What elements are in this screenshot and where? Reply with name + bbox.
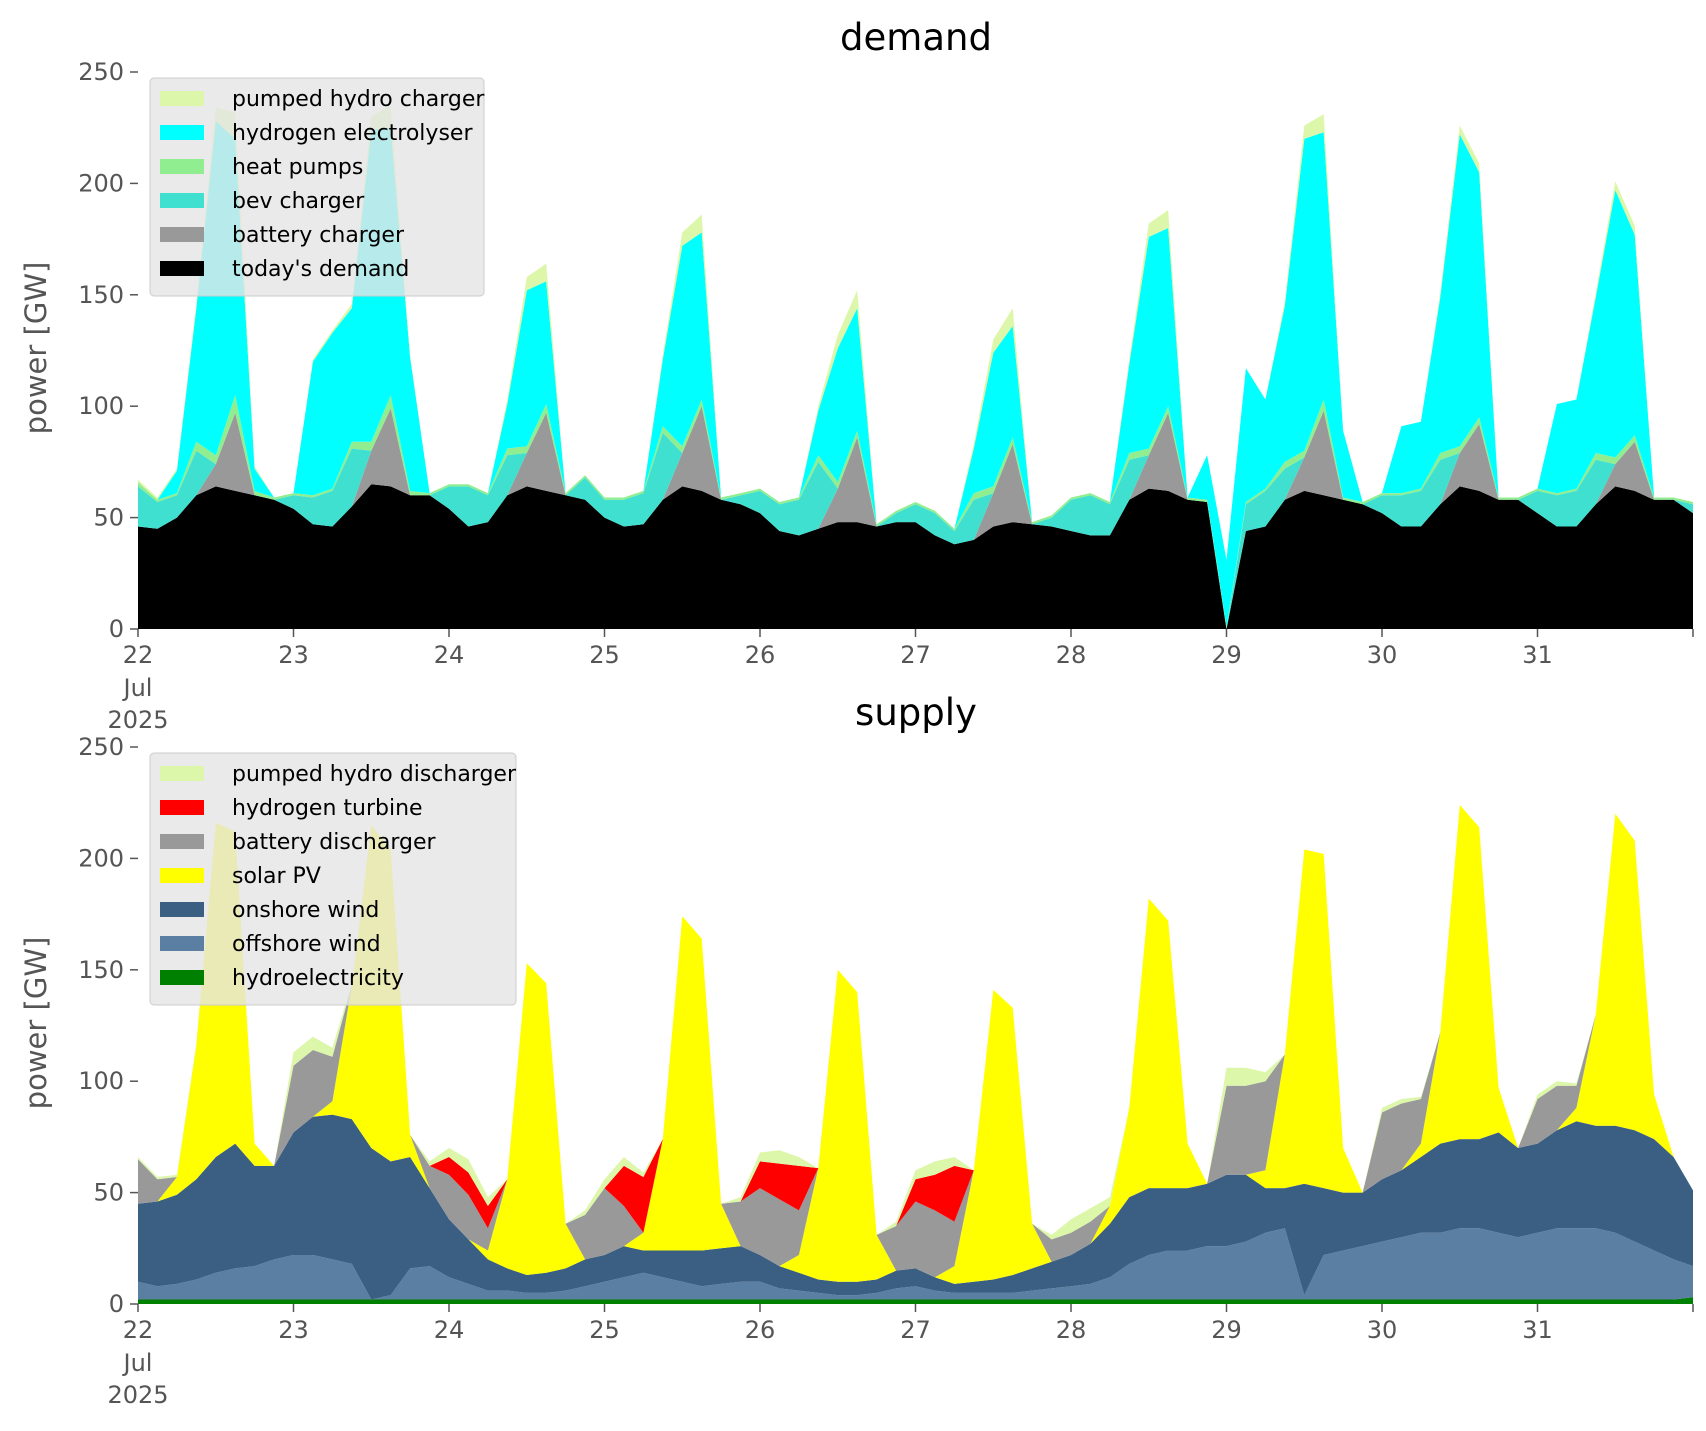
y-tick-label: 100 bbox=[78, 392, 124, 420]
x-tick-label: 25 bbox=[589, 1316, 620, 1344]
x-tick-label: 29 bbox=[1211, 1316, 1242, 1344]
supply-ylabel: power [GW] bbox=[19, 937, 53, 1110]
legend-label-bev-charger: bev charger bbox=[232, 189, 365, 214]
legend-label-hydrogen-turbine: hydrogen turbine bbox=[232, 796, 423, 821]
legend-swatch-offshore-wind bbox=[160, 936, 204, 951]
supply-title: supply bbox=[855, 691, 977, 734]
x-tick-label: 28 bbox=[1056, 641, 1087, 669]
legend-label-today-s-demand: today's demand bbox=[232, 257, 409, 282]
x-tick-label: 31 bbox=[1522, 1316, 1553, 1344]
demand-legend: pumped hydro charger hydrogen electrolyse… bbox=[149, 77, 485, 297]
demand-title: demand bbox=[840, 16, 992, 59]
legend-swatch-heat-pumps bbox=[160, 159, 204, 174]
y-tick-label: 250 bbox=[78, 733, 124, 761]
legend-label-offshore-wind: offshore wind bbox=[232, 932, 381, 957]
y-tick-label: 100 bbox=[78, 1067, 124, 1095]
legend-swatch-solar-pv bbox=[160, 868, 204, 883]
area-hydroelectricity bbox=[138, 1297, 1693, 1304]
demand-ylabel: power [GW] bbox=[19, 262, 53, 435]
x-tick-label: 27 bbox=[900, 1316, 931, 1344]
legend-swatch-hydroelectricity bbox=[160, 970, 204, 985]
y-tick-label: 50 bbox=[93, 504, 124, 532]
area-today-s-demand bbox=[138, 484, 1693, 629]
legend-frame bbox=[149, 77, 485, 297]
legend-swatch-battery-discharger bbox=[160, 834, 204, 849]
demand-y-axis: 0 50 100 150 200 250 bbox=[78, 58, 138, 643]
supply-plot-area bbox=[138, 804, 1693, 1304]
x-tick-label: 26 bbox=[745, 641, 776, 669]
x-tick-label: 23 bbox=[278, 1316, 309, 1344]
y-tick-label: 200 bbox=[78, 844, 124, 872]
legend-label-onshore-wind: onshore wind bbox=[232, 898, 379, 923]
x-tick-sublabel: Jul bbox=[122, 674, 153, 702]
area-hydrogen-electrolyser bbox=[138, 121, 1693, 627]
x-tick-label: 22 bbox=[123, 641, 154, 669]
x-tick-label: 30 bbox=[1367, 641, 1398, 669]
x-tick-label: 27 bbox=[900, 641, 931, 669]
legend-swatch-today-s-demand bbox=[160, 261, 204, 276]
x-tick-label: 22 bbox=[123, 1316, 154, 1344]
x-tick-label: 24 bbox=[434, 1316, 465, 1344]
x-tick-sublabel: Jul bbox=[122, 1349, 153, 1377]
x-tick-label: 23 bbox=[278, 641, 309, 669]
demand-plot-area bbox=[138, 105, 1693, 629]
area-bev-charger bbox=[138, 406, 1693, 629]
legend-label-hydroelectricity: hydroelectricity bbox=[232, 966, 404, 991]
legend-frame bbox=[149, 752, 517, 1006]
legend-label-battery-charger: battery charger bbox=[232, 223, 405, 248]
legend-swatch-battery-charger bbox=[160, 227, 204, 242]
legend-swatch-bev-charger bbox=[160, 193, 204, 208]
legend-swatch-pumped-hydro-charger bbox=[160, 91, 204, 106]
y-tick-label: 150 bbox=[78, 281, 124, 309]
x-tick-sublabel: 2025 bbox=[107, 1381, 168, 1409]
x-tick-label: 24 bbox=[434, 641, 465, 669]
legend-label-heat-pumps: heat pumps bbox=[232, 155, 363, 180]
y-tick-label: 200 bbox=[78, 169, 124, 197]
y-tick-label: 0 bbox=[109, 615, 124, 643]
y-tick-label: 250 bbox=[78, 58, 124, 86]
x-tick-label: 29 bbox=[1211, 641, 1242, 669]
legend-label-pumped-hydro-discharger: pumped hydro discharger bbox=[232, 762, 517, 787]
x-tick-label: 30 bbox=[1367, 1316, 1398, 1344]
x-tick-label: 31 bbox=[1522, 641, 1553, 669]
supply-legend: pumped hydro discharger hydrogen turbine b… bbox=[149, 752, 517, 1006]
demand-x-axis: 22 Jul 2025 23 24 25 26 27 28 29 30 31 bbox=[107, 629, 1694, 734]
x-tick-label: 25 bbox=[589, 641, 620, 669]
area-heat-pumps bbox=[138, 395, 1693, 629]
legend-label-pumped-hydro-charger: pumped hydro charger bbox=[232, 87, 485, 112]
area-solar-pv bbox=[138, 804, 1693, 1284]
y-tick-label: 50 bbox=[93, 1179, 124, 1207]
supply-x-axis: 22 Jul 2025 23 24 25 26 27 28 29 30 31 bbox=[107, 1304, 1694, 1409]
legend-swatch-hydrogen-electrolyser bbox=[160, 125, 204, 140]
y-tick-label: 150 bbox=[78, 956, 124, 984]
x-tick-sublabel: 2025 bbox=[107, 706, 168, 734]
x-tick-label: 28 bbox=[1056, 1316, 1087, 1344]
legend-label-solar-pv: solar PV bbox=[232, 864, 321, 889]
legend-swatch-onshore-wind bbox=[160, 902, 204, 917]
area-offshore-wind bbox=[138, 1228, 1693, 1300]
x-tick-label: 26 bbox=[745, 1316, 776, 1344]
legend-label-hydrogen-electrolyser: hydrogen electrolyser bbox=[232, 121, 473, 146]
area-battery-charger bbox=[138, 406, 1693, 629]
legend-label-battery-discharger: battery discharger bbox=[232, 830, 437, 855]
area-onshore-wind bbox=[138, 1114, 1693, 1300]
legend-swatch-hydrogen-turbine bbox=[160, 800, 204, 815]
supply-y-axis: 0 50 100 150 200 250 bbox=[78, 733, 138, 1318]
y-tick-label: 0 bbox=[109, 1290, 124, 1318]
legend-swatch-pumped-hydro-discharger bbox=[160, 766, 204, 781]
